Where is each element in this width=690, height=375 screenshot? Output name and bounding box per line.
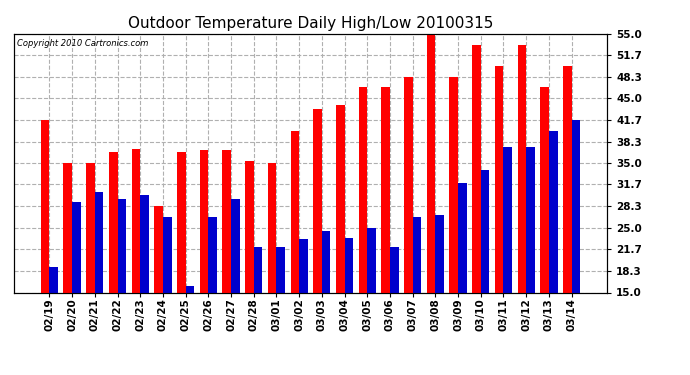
Bar xyxy=(245,161,254,292)
Bar xyxy=(231,199,239,292)
Bar xyxy=(563,66,571,292)
Bar xyxy=(50,267,58,292)
Bar xyxy=(313,110,322,292)
Bar xyxy=(290,131,299,292)
Bar xyxy=(435,215,444,292)
Bar xyxy=(299,239,308,292)
Bar xyxy=(277,247,285,292)
Bar xyxy=(63,163,72,292)
Bar xyxy=(177,152,186,292)
Bar xyxy=(117,199,126,292)
Bar xyxy=(163,217,172,292)
Bar xyxy=(404,77,413,292)
Bar xyxy=(41,120,50,292)
Bar xyxy=(86,163,95,292)
Bar xyxy=(132,149,140,292)
Bar xyxy=(481,170,489,292)
Bar xyxy=(140,195,149,292)
Bar xyxy=(268,163,277,292)
Bar xyxy=(495,66,504,292)
Bar xyxy=(413,217,422,292)
Bar xyxy=(472,45,481,292)
Bar xyxy=(449,77,458,292)
Bar xyxy=(504,147,512,292)
Bar xyxy=(199,150,208,292)
Bar xyxy=(518,45,526,292)
Bar xyxy=(155,207,163,292)
Bar xyxy=(549,131,558,292)
Bar xyxy=(571,120,580,292)
Bar xyxy=(540,87,549,292)
Bar xyxy=(336,105,344,292)
Bar xyxy=(458,183,466,292)
Bar xyxy=(526,147,535,292)
Bar xyxy=(208,217,217,292)
Bar xyxy=(390,247,399,292)
Text: Copyright 2010 Cartronics.com: Copyright 2010 Cartronics.com xyxy=(17,39,148,48)
Bar xyxy=(72,202,81,292)
Title: Outdoor Temperature Daily High/Low 20100315: Outdoor Temperature Daily High/Low 20100… xyxy=(128,16,493,31)
Bar xyxy=(222,150,231,292)
Bar xyxy=(382,87,390,292)
Bar xyxy=(344,237,353,292)
Bar xyxy=(109,152,117,292)
Bar xyxy=(186,286,195,292)
Bar xyxy=(367,228,376,292)
Bar xyxy=(426,34,435,292)
Bar xyxy=(254,247,262,292)
Bar xyxy=(359,87,367,292)
Bar xyxy=(322,231,331,292)
Bar xyxy=(95,192,103,292)
